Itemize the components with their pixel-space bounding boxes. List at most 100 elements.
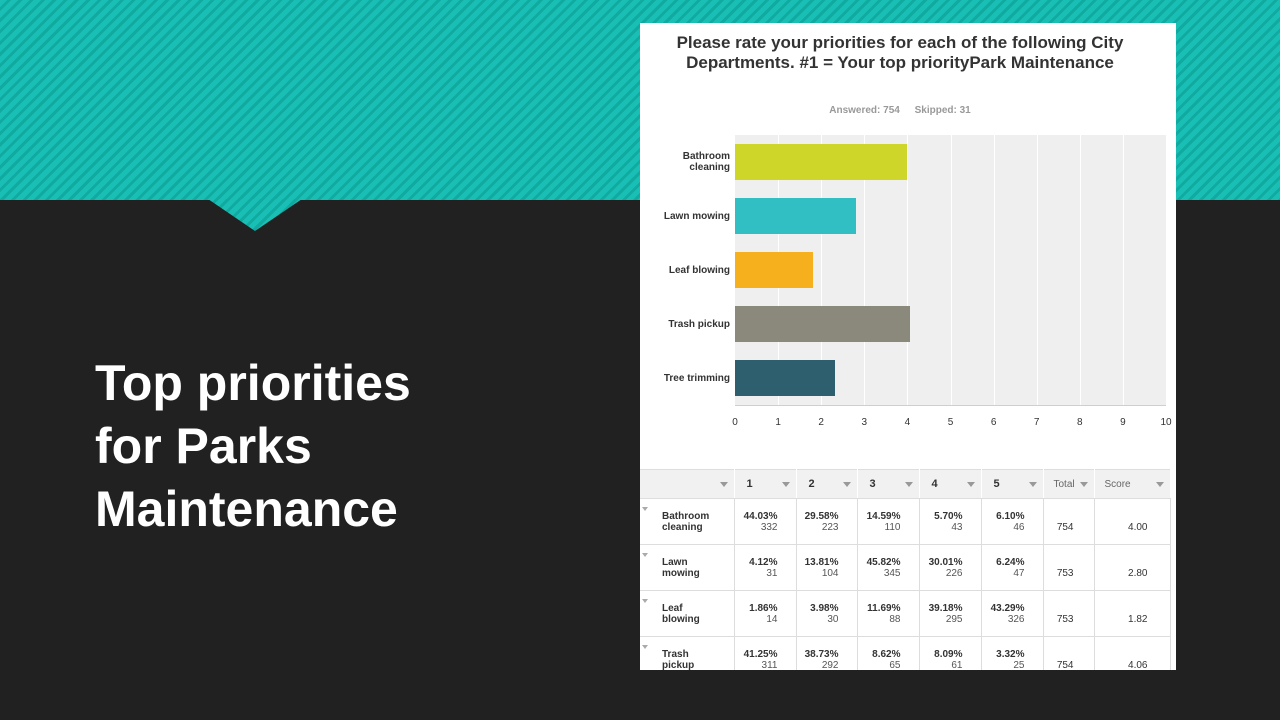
table-cell: 4.12% 31	[734, 544, 797, 591]
y-tick-label: Lawn mowing	[663, 210, 730, 222]
row-label[interactable]: Bathroom cleaning	[640, 498, 735, 545]
column-header-score[interactable]: Score	[1094, 469, 1171, 499]
table-cell: 11.69% 88	[857, 590, 920, 637]
survey-results-card: Please rate your priorities for each of …	[640, 23, 1176, 670]
expand-caret-icon[interactable]	[642, 553, 648, 557]
cell-percent: 8.09%	[934, 648, 963, 660]
cell-count: 88	[889, 613, 901, 625]
sort-caret-icon[interactable]	[904, 482, 913, 487]
cell-percent: 11.69%	[867, 602, 901, 614]
cell-count: 43	[951, 521, 963, 533]
sort-caret-icon[interactable]	[966, 482, 975, 487]
slide-title-line: Maintenance	[95, 481, 398, 537]
y-tick-label: Trash pickup	[668, 318, 730, 330]
x-tick-label: 1	[775, 417, 781, 428]
table-cell: 3.32% 25	[981, 636, 1044, 670]
table-cell: 45.82% 345	[857, 544, 920, 591]
sort-caret-icon[interactable]	[781, 482, 790, 487]
sort-caret-icon[interactable]	[1028, 482, 1037, 487]
cell-count: 104	[821, 567, 839, 579]
cell-percent: 30.01%	[928, 556, 963, 568]
total-cell: 754	[1043, 636, 1095, 670]
cell-count: 295	[945, 613, 963, 625]
x-tick-label: 3	[861, 417, 868, 428]
table-cell: 39.18% 295	[919, 590, 982, 637]
table-cell: 8.09% 61	[919, 636, 982, 671]
results-table: 1 2 3 4 5 Total Score Bathroom cleaning 4 4…	[640, 469, 1171, 670]
bar[interactable]	[735, 198, 856, 234]
bar[interactable]	[735, 360, 835, 396]
cell-count: 110	[884, 521, 901, 533]
column-header-total[interactable]: Total	[1043, 469, 1095, 499]
bar[interactable]	[735, 306, 910, 342]
cell-count: 311	[761, 659, 778, 671]
cell-percent: 14.59%	[866, 510, 901, 522]
slide-title-line: Top priorities	[95, 355, 411, 411]
table-row: Leaf blowing 1.86% 14 3.98% 30 11.69% 88 39.18% 2…	[640, 590, 1171, 637]
x-tick-label: 0	[732, 417, 738, 428]
grid-line	[907, 135, 908, 406]
table-row: Lawn mowing 4.12% 31 13.81% 104 45.82% 345 30.01…	[640, 544, 1171, 591]
x-tick-label: 9	[1120, 417, 1126, 428]
y-tick-label: Bathroom cleaning	[682, 151, 730, 173]
column-header[interactable]: 5	[981, 469, 1044, 499]
row-header-column[interactable]	[640, 469, 735, 499]
sort-caret-icon[interactable]	[1155, 482, 1164, 487]
column-header[interactable]: 3	[857, 469, 920, 499]
expand-caret-icon[interactable]	[642, 507, 648, 511]
cell-count: 65	[889, 659, 901, 671]
bar-chart-plot	[735, 135, 1167, 406]
cell-percent: 39.18%	[928, 602, 963, 614]
question-title: Please rate your priorities for each of …	[676, 33, 1124, 72]
expand-caret-icon[interactable]	[642, 645, 648, 649]
grid-line	[994, 135, 995, 406]
cell-count: 14	[766, 613, 778, 625]
table-cell: 3.98% 30	[796, 590, 858, 637]
cell-percent: 8.62%	[872, 648, 901, 660]
grid-line	[1166, 135, 1167, 406]
cell-count: 46	[1013, 521, 1025, 533]
table-cell: 38.73% 292	[796, 636, 858, 671]
x-tick-label: 5	[947, 417, 954, 428]
cell-count: 61	[951, 659, 963, 671]
table-cell: 8.62% 65	[857, 636, 920, 671]
x-tick-label: 7	[1033, 417, 1040, 428]
cell-count: 292	[821, 659, 839, 671]
score-cell: 4.00	[1094, 498, 1171, 545]
row-label[interactable]: Lawn mowing	[640, 544, 735, 591]
table-cell: 43.29% 326	[981, 590, 1044, 637]
cell-percent: 6.24%	[996, 556, 1025, 568]
y-tick-label: Leaf blowing	[668, 264, 730, 276]
response-summary: Answered: 754 Skipped: 31	[640, 105, 1160, 116]
grid-line	[1080, 135, 1081, 406]
bar[interactable]	[735, 144, 907, 180]
total-cell: 754	[1043, 498, 1095, 545]
table-cell: 30.01% 226	[919, 544, 982, 591]
sort-caret-icon[interactable]	[842, 482, 851, 487]
score-cell: 4.06	[1094, 636, 1171, 670]
bar[interactable]	[735, 252, 813, 288]
row-label[interactable]: Trash pickup	[640, 636, 735, 670]
table-cell: 29.58% 223	[796, 498, 858, 545]
column-header[interactable]: 1	[734, 469, 797, 499]
x-tick-label: 8	[1077, 417, 1083, 428]
cell-percent: 1.86%	[749, 602, 778, 614]
cell-percent: 3.98%	[810, 602, 839, 614]
cell-percent: 3.32%	[996, 648, 1025, 660]
sort-caret-icon[interactable]	[719, 482, 728, 487]
row-label[interactable]: Leaf blowing	[640, 590, 735, 637]
column-header[interactable]: 2	[796, 469, 858, 499]
sort-caret-icon[interactable]	[1079, 482, 1088, 487]
grid-line	[821, 135, 822, 406]
column-header[interactable]: 4	[919, 469, 982, 499]
grid-line	[951, 135, 952, 406]
cell-count: 31	[766, 567, 778, 579]
score-cell: 2.80	[1094, 544, 1171, 591]
x-tick-label: 4	[904, 417, 911, 428]
table-header-row: 1 2 3 4 5 Total Score	[640, 469, 1171, 499]
table-cell: 6.10% 46	[981, 498, 1044, 545]
x-tick-label: 6	[990, 417, 997, 428]
slide-title: Top priorities for Parks Maintenance	[95, 352, 411, 541]
cell-percent: 4.12%	[749, 556, 778, 568]
expand-caret-icon[interactable]	[642, 599, 648, 603]
